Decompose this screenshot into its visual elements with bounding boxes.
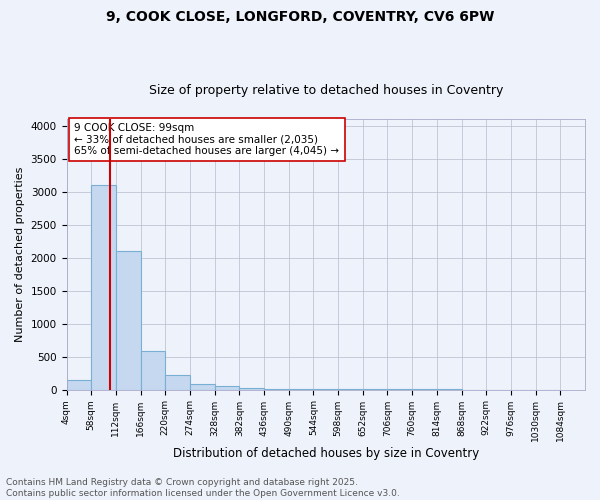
Bar (264, 389, 289, 390)
Bar (239, 388, 264, 390)
Bar (190, 384, 215, 390)
Bar (165, 375, 190, 390)
Title: Size of property relative to detached houses in Coventry: Size of property relative to detached ho… (149, 84, 503, 97)
Bar (91, 185, 116, 390)
Bar (116, 251, 140, 390)
Text: 9 COOK CLOSE: 99sqm
← 33% of detached houses are smaller (2,035)
65% of semi-det: 9 COOK CLOSE: 99sqm ← 33% of detached ho… (74, 123, 340, 156)
Bar (215, 386, 239, 390)
Bar (140, 352, 165, 390)
Text: Contains HM Land Registry data © Crown copyright and database right 2025.
Contai: Contains HM Land Registry data © Crown c… (6, 478, 400, 498)
Y-axis label: Number of detached properties: Number of detached properties (15, 166, 25, 342)
X-axis label: Distribution of detached houses by size in Coventry: Distribution of detached houses by size … (173, 447, 479, 460)
Text: 9, COOK CLOSE, LONGFORD, COVENTRY, CV6 6PW: 9, COOK CLOSE, LONGFORD, COVENTRY, CV6 6… (106, 10, 494, 24)
Bar (67, 380, 91, 390)
